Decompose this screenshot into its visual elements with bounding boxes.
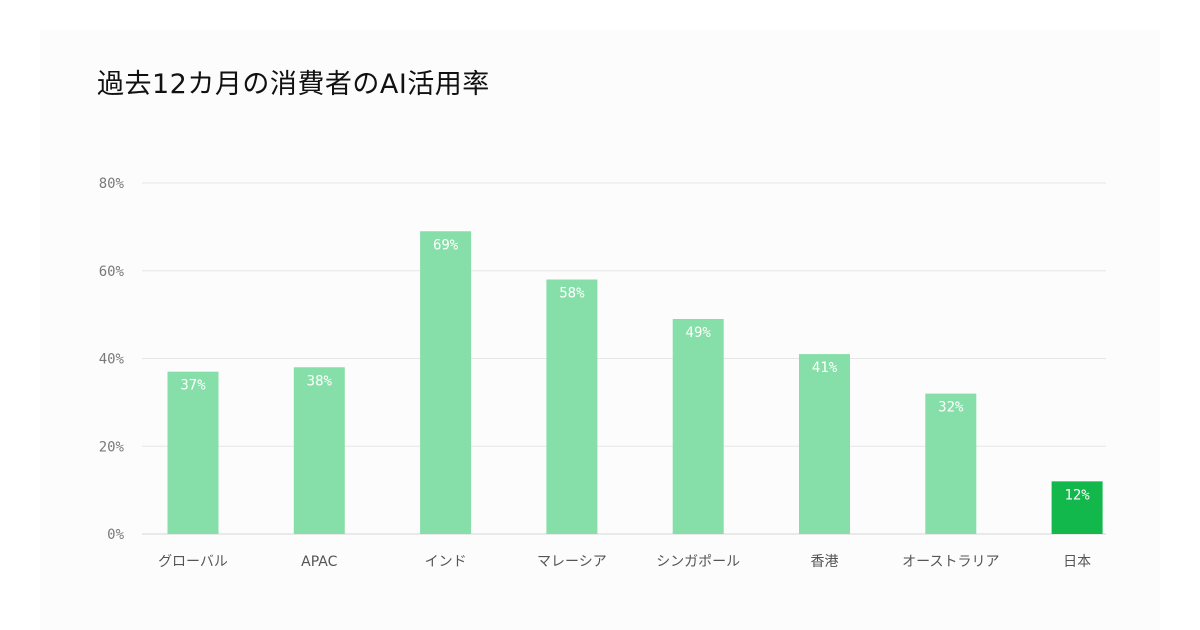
x-tick-label: 日本 <box>1063 554 1091 570</box>
bar-6 <box>799 354 850 534</box>
y-tick-label: 60% <box>99 264 125 280</box>
x-tick-label: シンガポール <box>656 554 740 570</box>
y-tick-label: 20% <box>99 439 125 455</box>
bar-8 <box>1051 481 1103 534</box>
data-label: 41% <box>812 360 838 376</box>
data-label: 58% <box>559 286 585 302</box>
bar-3 <box>420 231 472 534</box>
x-tick-label: オーストラリア <box>902 554 999 570</box>
data-label: 69% <box>433 237 459 253</box>
x-tick-label: APAC <box>301 554 337 570</box>
bar-1 <box>167 371 219 534</box>
data-label: 49% <box>686 325 712 341</box>
data-label: 37% <box>180 378 206 394</box>
bar-4 <box>546 279 598 534</box>
chart-title: 過去12カ月の消費者のAI活用率 <box>97 69 490 100</box>
data-label: 38% <box>307 373 333 389</box>
bar-5 <box>672 319 724 534</box>
y-tick-label: 80% <box>99 176 125 192</box>
data-label: 32% <box>938 400 964 416</box>
x-tick-label: グローバル <box>158 554 228 570</box>
y-tick-label: 0% <box>107 527 124 543</box>
x-tick-label: マレーシア <box>537 554 607 570</box>
x-tick-label: インド <box>425 554 467 570</box>
bar-2 <box>293 367 345 534</box>
x-tick-label: 香港 <box>811 554 839 570</box>
data-label: 12% <box>1064 487 1090 503</box>
bar-7 <box>925 393 977 534</box>
y-tick-label: 40% <box>99 352 125 368</box>
